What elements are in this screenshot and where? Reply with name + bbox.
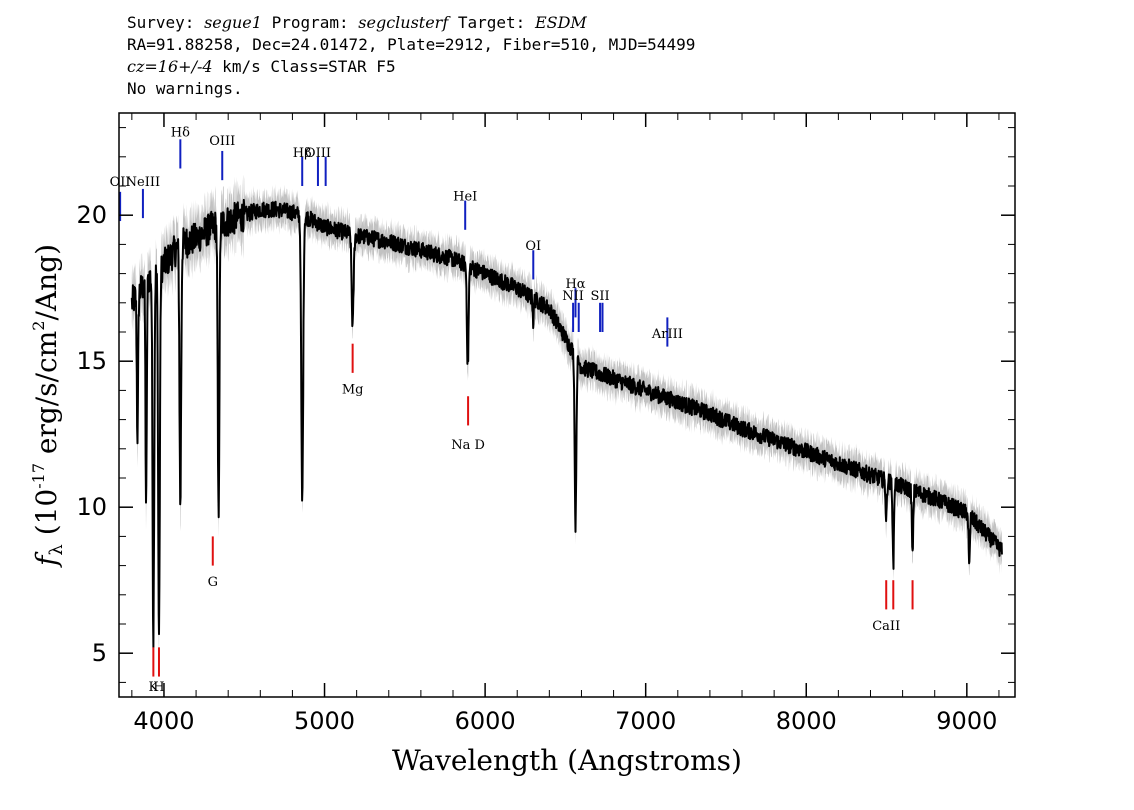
plot-frame xyxy=(118,112,1016,698)
survey-prefix: Survey: xyxy=(127,13,205,32)
emission-label-4: Hβ xyxy=(293,146,312,161)
redshift-value: cz=16+/-4 xyxy=(127,57,213,76)
absorption-label-3: Mg xyxy=(342,382,364,397)
flux-series-line xyxy=(130,198,1003,649)
program-prefix: Program: xyxy=(261,13,359,32)
x-tick-label-0: 4000 xyxy=(133,707,194,735)
header-line1: Survey: segue1 Program: segclusterf Targ… xyxy=(127,13,587,32)
x-tick-label-1: 5000 xyxy=(294,707,355,735)
x-tick-label-2: 6000 xyxy=(455,707,516,735)
absorption-label-0: K xyxy=(149,680,159,695)
header-line2: RA=91.88258, Dec=24.01472, Plate=2912, F… xyxy=(127,35,696,54)
emission-label-12: SII xyxy=(590,289,609,304)
y-tick-label-1: 10 xyxy=(76,493,107,521)
absorption-label-2: G xyxy=(208,575,218,590)
axis-ticks: 4000 5000 6000 7000 8000 9000 5 10 15 20 xyxy=(76,113,1015,735)
absorption-label-1: H xyxy=(153,680,164,695)
flux-layer xyxy=(130,198,1003,649)
target-value: ESDM xyxy=(534,13,587,32)
y-axis-title: fλ (10-17 erg/s/cm2/Ang) xyxy=(29,244,67,568)
absorption-label-4: Na D xyxy=(451,438,485,453)
emission-label-1: NeIII xyxy=(126,175,160,190)
x-tick-label-3: 7000 xyxy=(615,707,676,735)
emission-label-2: Hδ xyxy=(171,125,190,140)
y-tick-label-3: 20 xyxy=(76,201,107,229)
error-band xyxy=(131,174,1002,671)
header-line4: No warnings. xyxy=(127,79,243,98)
survey-value: segue1 xyxy=(204,13,262,32)
emission-label-5: OIII xyxy=(305,146,331,161)
y-tick-label-0: 5 xyxy=(92,639,107,667)
flux-error-band xyxy=(131,174,1002,671)
absorption-label-5: CaII xyxy=(872,619,900,634)
class-value: km/s Class=STAR F5 xyxy=(212,57,396,76)
header-line3: cz=16+/-4 km/s Class=STAR F5 xyxy=(127,57,396,76)
emission-label-9: NII xyxy=(562,289,584,304)
emission-label-3: OIII xyxy=(209,134,235,149)
emission-label-7: HeI xyxy=(453,190,477,205)
program-value: segclusterf xyxy=(358,13,449,32)
emission-label-14: ArIII xyxy=(651,327,683,342)
x-tick-label-4: 8000 xyxy=(776,707,837,735)
y-axis-title-group: fλ (10-17 erg/s/cm2/Ang) xyxy=(29,244,67,568)
x-tick-label-5: 9000 xyxy=(936,707,997,735)
target-prefix: Target: xyxy=(448,13,535,32)
y-tick-label-2: 15 xyxy=(76,347,107,375)
emission-label-10: Hα xyxy=(565,277,585,292)
emission-label-8: OI xyxy=(525,239,541,254)
spectral-lines-layer: OIINeIIIHδOIIIHβOIIIHeIOINIIHαSIIArIIIKH… xyxy=(110,125,914,695)
x-axis-title: Wavelength (Angstroms) xyxy=(392,744,742,777)
spectrum-header: Survey: segue1 Program: segclusterf Targ… xyxy=(127,12,695,100)
